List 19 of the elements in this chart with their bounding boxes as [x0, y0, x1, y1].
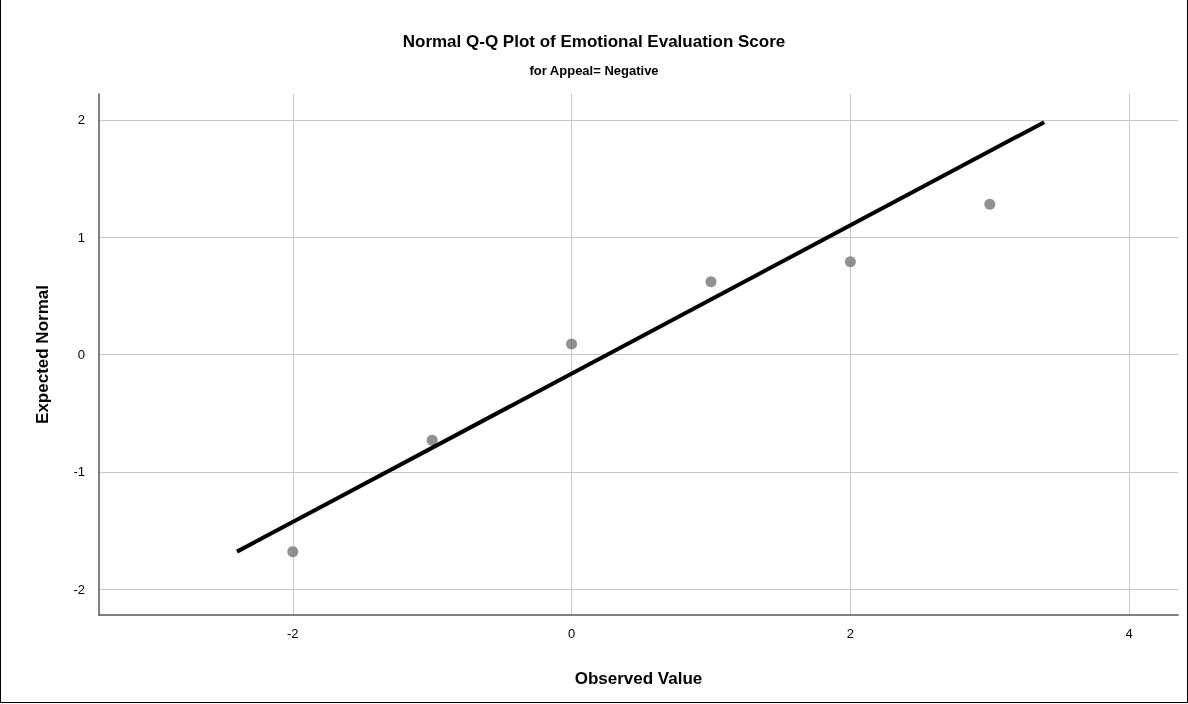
y-tick-label: -2 [73, 581, 85, 597]
x-tick-label: 0 [567, 626, 576, 641]
x-tick-label: 2 [846, 626, 855, 641]
chart-title: Normal Q-Q Plot of Emotional Evaluation Score [402, 32, 786, 51]
point [566, 338, 578, 350]
x-tick-label: -2 [286, 626, 299, 641]
point [287, 546, 299, 558]
y-axis-title: Expected Normal [33, 285, 52, 424]
point [426, 434, 438, 446]
point [984, 198, 996, 210]
chart-subtitle: for Appeal= Negative [529, 63, 659, 78]
x-tick-label: 4 [1125, 626, 1133, 641]
point [844, 256, 856, 268]
y-tick-label: -1 [73, 464, 85, 480]
x-axis-title: Observed Value [574, 669, 703, 688]
y-tick-label: 1 [77, 229, 85, 245]
point [705, 276, 717, 288]
y-tick-label: 0 [77, 347, 85, 362]
y-tick-label: 2 [77, 112, 85, 128]
